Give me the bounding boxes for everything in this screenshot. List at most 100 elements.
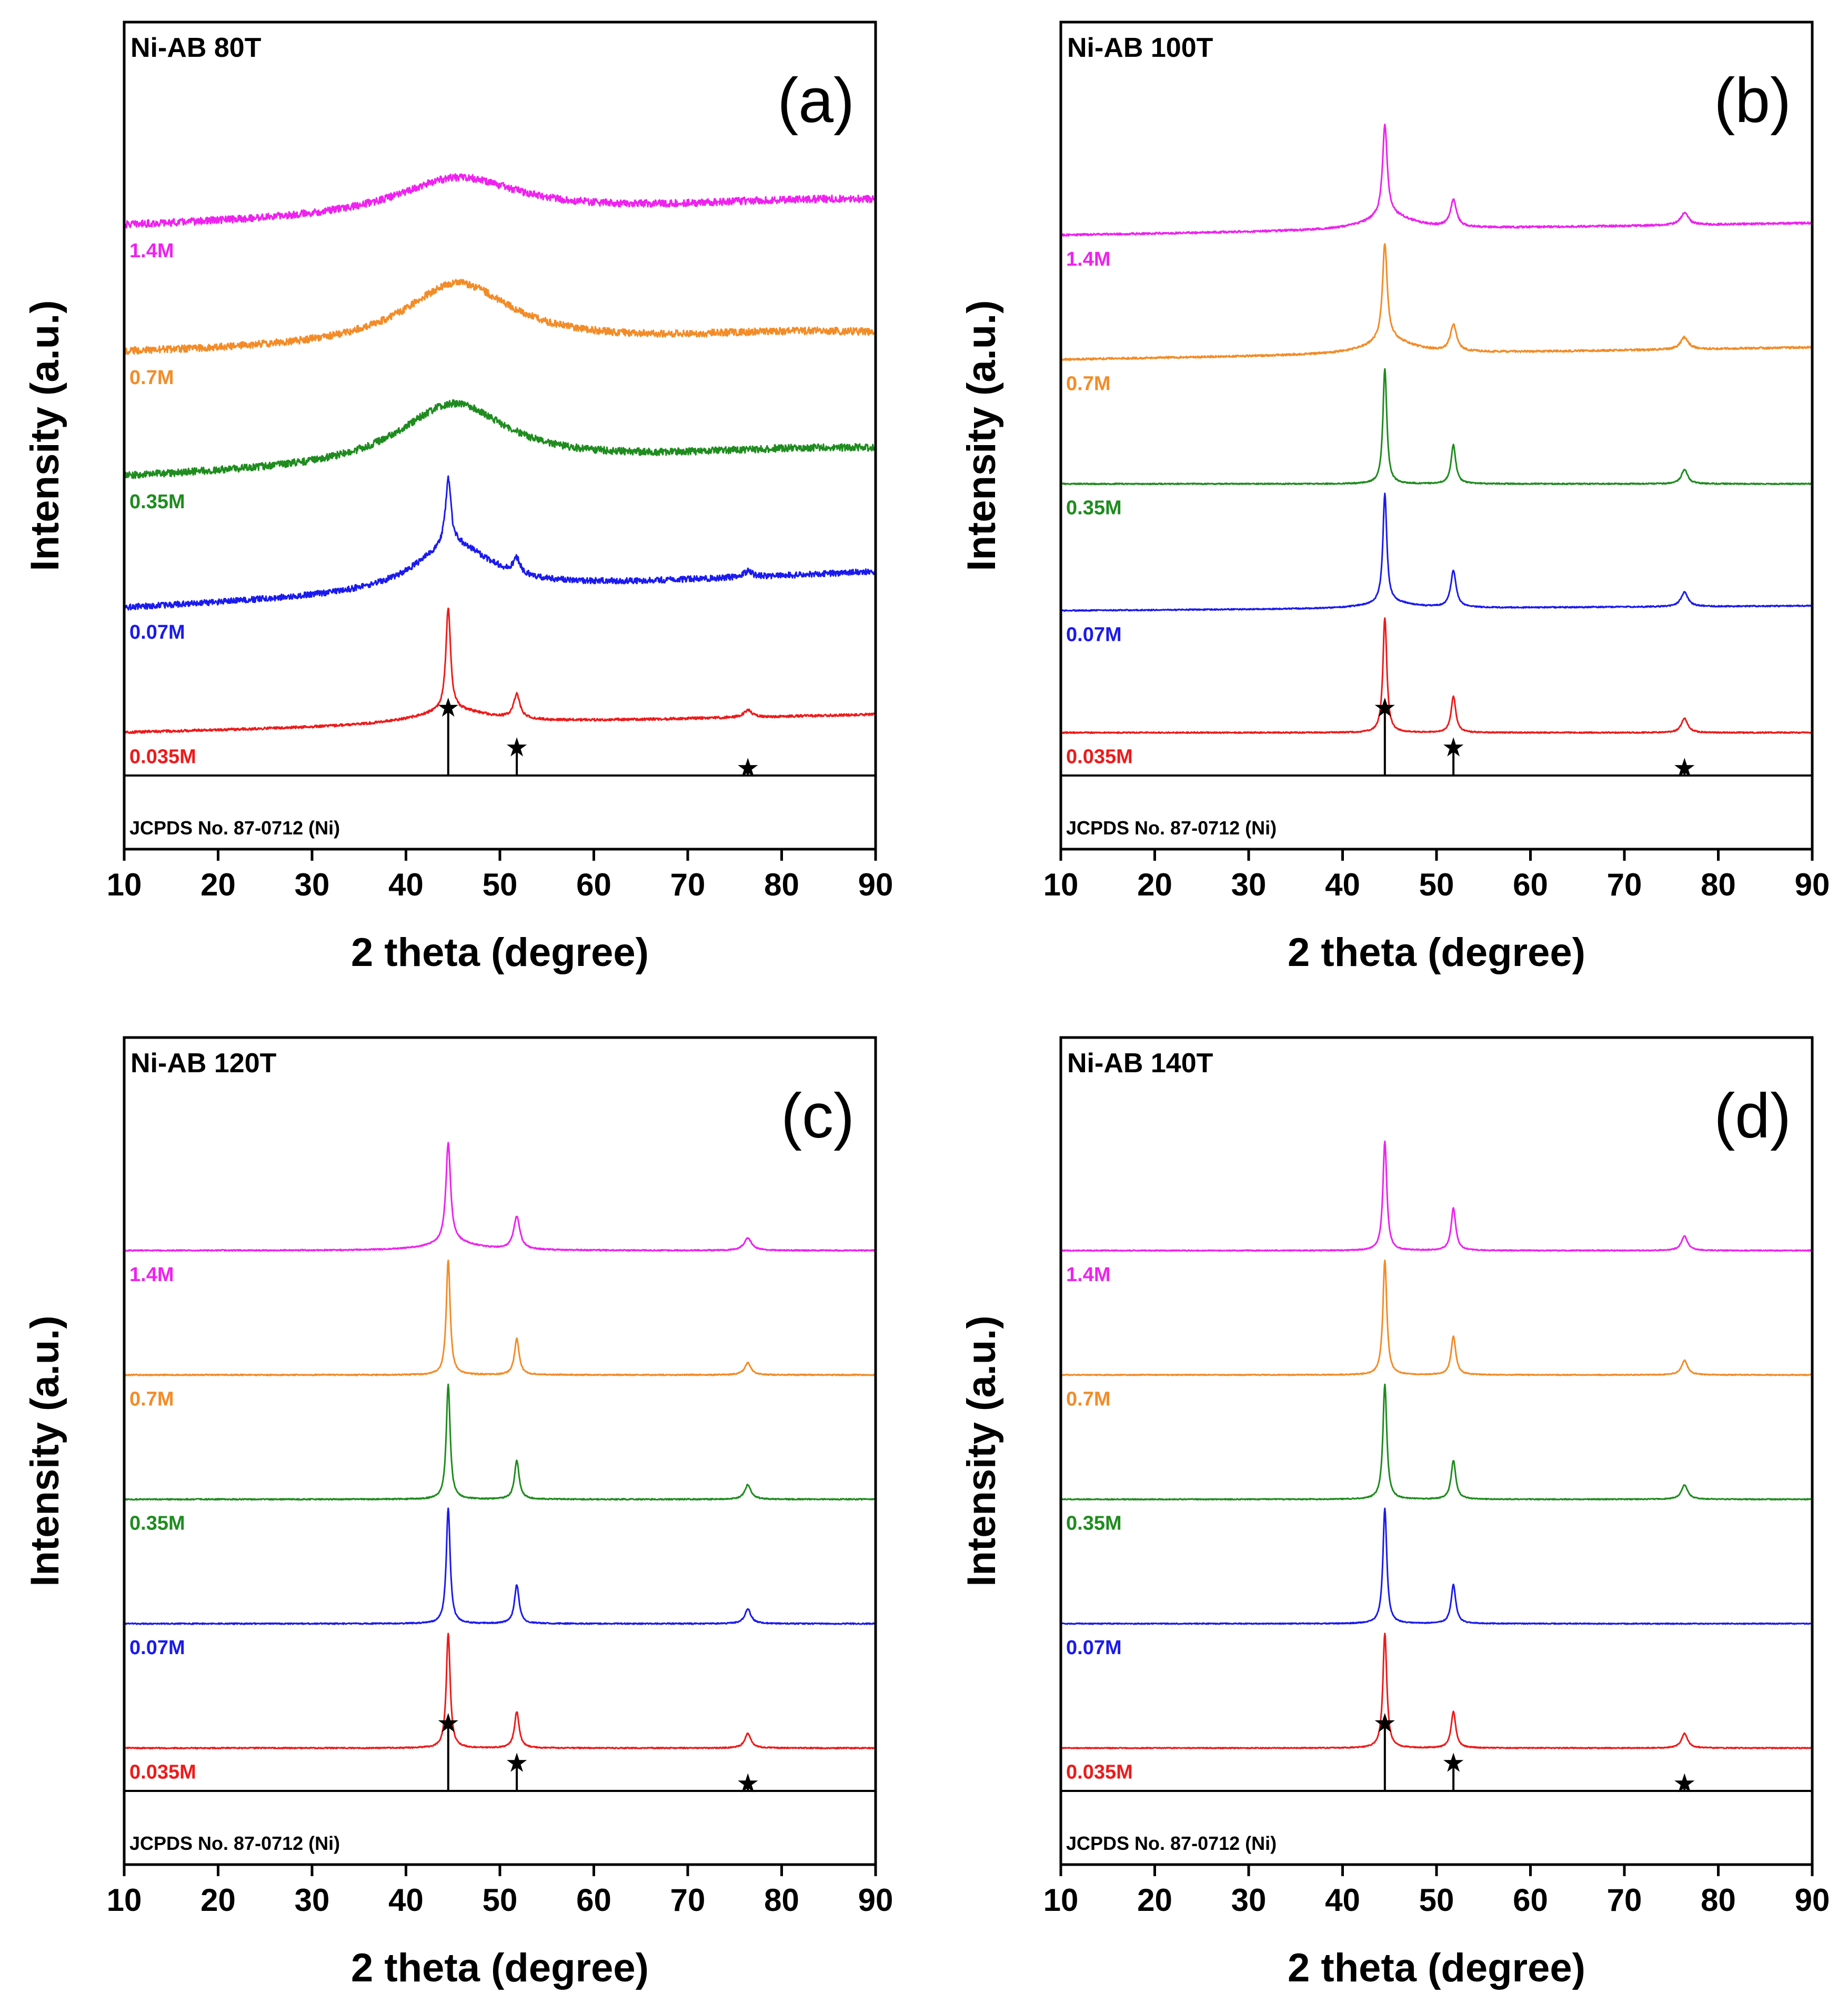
y-axis-title: Intensity (a.u.) <box>23 300 67 571</box>
series-label-0.035M: 0.035M <box>1066 746 1133 768</box>
series-label-0.35M: 0.35M <box>1066 497 1122 519</box>
reference-star-icon: ★ <box>505 732 529 762</box>
series-line-0.7M <box>1060 243 1813 361</box>
x-axis-title: 2 theta (degree) <box>351 1946 649 1990</box>
x-tick-label: 50 <box>483 867 518 902</box>
x-tick-label: 60 <box>576 1882 611 1918</box>
x-tick-label: 40 <box>388 867 424 902</box>
x-tick-label: 70 <box>670 867 706 902</box>
reference-star-icon: ★ <box>505 1748 529 1777</box>
series-label-0.35M: 0.35M <box>129 1513 185 1535</box>
panel-title: Ni-AB 140T <box>1067 1048 1213 1079</box>
series-label-1.4M: 1.4M <box>129 240 174 262</box>
panel-c: 1.4M 0.7M 0.35M 0.07M 0.035M JCPDS No. 87-071… <box>23 1036 893 1990</box>
x-tick-label: 90 <box>1795 1882 1830 1918</box>
plot-frame <box>123 21 877 851</box>
reference-star-icon: ★ <box>436 1708 460 1738</box>
series-line-0.07M <box>1060 492 1813 612</box>
reference-label: JCPDS No. 87-0712 (Ni) <box>1066 1832 1277 1854</box>
series-line-0.35M <box>124 1383 876 1501</box>
x-tick-label: 10 <box>107 867 142 902</box>
series-label-0.07M: 0.07M <box>1066 624 1122 646</box>
series-line-0.35M <box>123 399 877 479</box>
series-label-1.4M: 1.4M <box>1066 248 1110 270</box>
panel-title: Ni-AB 120T <box>130 1048 277 1079</box>
x-axis-title: 2 theta (degree) <box>351 930 649 975</box>
series-label-1.4M: 1.4M <box>1066 1264 1110 1286</box>
reference-star-icon: ★ <box>1673 753 1696 782</box>
series-line-0.7M <box>123 278 877 355</box>
reference-star-icon: ★ <box>1673 1768 1696 1798</box>
x-tick-label: 30 <box>295 1882 330 1918</box>
series-label-0.7M: 0.7M <box>1066 372 1110 395</box>
x-axis-title: 2 theta (degree) <box>1288 930 1585 975</box>
plot-frame <box>1059 1036 1814 1866</box>
reference-label: JCPDS No. 87-0712 (Ni) <box>129 817 340 839</box>
panel-title: Ni-AB 100T <box>1067 33 1213 63</box>
series-label-0.7M: 0.7M <box>1066 1388 1110 1410</box>
x-tick-label: 90 <box>858 867 893 902</box>
panel-a: 1.4M 0.7M 0.35M 0.07M 0.035M JCPDS No. 87-071… <box>23 21 893 975</box>
x-tick-label: 50 <box>1419 1882 1454 1918</box>
series-line-0.035M <box>123 607 876 734</box>
reference-star-icon: ★ <box>1373 1708 1397 1738</box>
x-tick-label: 20 <box>1137 1882 1172 1918</box>
x-tick-label: 20 <box>1137 867 1172 902</box>
series-label-0.35M: 0.35M <box>1066 1513 1122 1535</box>
reference-star-icon: ★ <box>1373 693 1397 722</box>
reference-star-icon: ★ <box>436 693 460 722</box>
x-tick-label: 10 <box>1043 867 1079 902</box>
series-label-0.7M: 0.7M <box>129 367 174 389</box>
reference-star-icon: ★ <box>736 753 760 782</box>
x-tick-label: 30 <box>1231 867 1267 902</box>
series-label-0.7M: 0.7M <box>129 1388 174 1410</box>
x-tick-label: 10 <box>107 1882 142 1918</box>
series-label-0.35M: 0.35M <box>129 491 185 513</box>
x-tick-label: 50 <box>1419 867 1454 902</box>
y-axis-title: Intensity (a.u.) <box>23 1315 67 1586</box>
panel-b: 1.4M 0.7M 0.35M 0.07M 0.035M JCPDS No. 87-071… <box>959 21 1830 975</box>
series-label-1.4M: 1.4M <box>129 1264 174 1286</box>
x-tick-label: 50 <box>483 1882 518 1918</box>
plot-frame <box>123 1036 877 1866</box>
plot-frame <box>1059 21 1814 851</box>
x-tick-label: 20 <box>200 867 236 902</box>
x-tick-label: 40 <box>1325 867 1360 902</box>
reference-star-icon: ★ <box>1442 1748 1465 1777</box>
series-line-1.4M <box>124 1142 876 1252</box>
x-tick-label: 60 <box>1513 1882 1548 1918</box>
x-tick-label: 80 <box>764 867 799 902</box>
x-tick-label: 10 <box>1043 1882 1079 1918</box>
y-axis-title: Intensity (a.u.) <box>959 1315 1004 1586</box>
x-tick-label: 80 <box>1701 1882 1736 1918</box>
x-tick-label: 40 <box>1325 1882 1360 1918</box>
series-line-1.4M <box>123 173 877 229</box>
series-label-0.07M: 0.07M <box>1066 1637 1122 1659</box>
y-axis-title: Intensity (a.u.) <box>959 300 1004 571</box>
panel-title: Ni-AB 80T <box>130 33 262 63</box>
x-tick-label: 90 <box>858 1882 893 1918</box>
reference-star-icon: ★ <box>1442 732 1465 762</box>
series-line-0.035M <box>1060 617 1813 734</box>
panel-letter: (c) <box>781 1081 855 1151</box>
x-tick-label: 90 <box>1795 867 1830 902</box>
series-line-0.7M <box>1060 1259 1813 1376</box>
series-label-0.07M: 0.07M <box>129 621 185 643</box>
panel-letter: (a) <box>777 65 855 136</box>
series-line-0.07M <box>1060 1507 1813 1625</box>
x-tick-label: 60 <box>576 867 611 902</box>
series-line-0.35M <box>1060 368 1813 486</box>
x-tick-label: 80 <box>1701 867 1736 902</box>
series-line-1.4M <box>1060 123 1813 237</box>
series-label-0.035M: 0.035M <box>129 1761 196 1784</box>
x-axis-title: 2 theta (degree) <box>1288 1946 1585 1990</box>
panel-letter: (b) <box>1714 65 1791 136</box>
series-label-0.035M: 0.035M <box>1066 1761 1133 1784</box>
x-tick-label: 30 <box>295 867 330 902</box>
series-line-1.4M <box>1060 1140 1813 1252</box>
x-tick-label: 60 <box>1513 867 1548 902</box>
x-tick-label: 70 <box>1607 1882 1642 1918</box>
series-line-0.35M <box>1060 1383 1813 1501</box>
series-line-0.07M <box>124 1507 877 1625</box>
